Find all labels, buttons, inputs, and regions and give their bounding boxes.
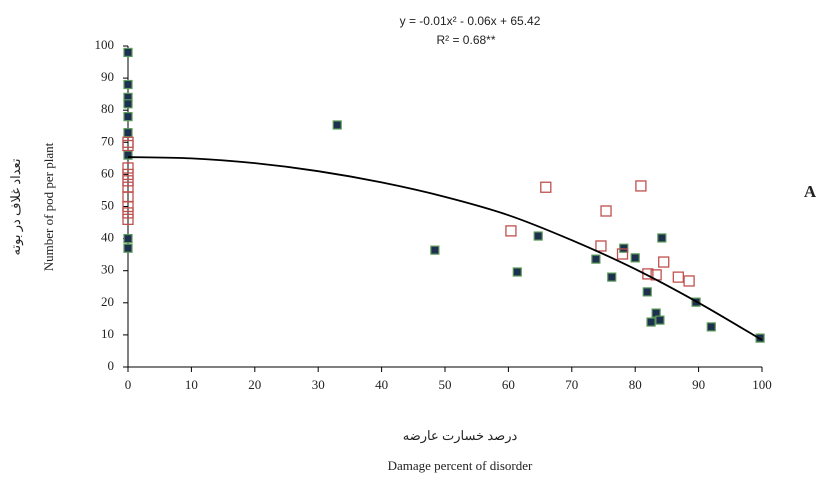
x-tick-label: 10 — [185, 377, 198, 392]
y-tick-label: 20 — [101, 294, 114, 309]
x-tick-label: 30 — [312, 377, 325, 392]
point — [533, 231, 543, 241]
point — [123, 79, 133, 90]
point — [122, 139, 134, 152]
point — [123, 112, 133, 122]
point — [123, 47, 133, 58]
y-tick-label: 10 — [101, 326, 114, 341]
x-tick-label: 0 — [125, 377, 132, 392]
point — [683, 275, 695, 287]
y-tick-label: 70 — [101, 133, 114, 148]
point — [672, 271, 684, 283]
point — [430, 245, 440, 255]
point — [595, 240, 607, 252]
equation: y = -0.01x² - 0.06x + 65.42 — [400, 14, 541, 28]
x-tick-label: 80 — [629, 377, 642, 392]
point — [122, 175, 134, 187]
y-tick-label: 60 — [101, 165, 114, 180]
x-tick-label: 60 — [502, 377, 515, 392]
x-tick-label: 70 — [565, 377, 578, 392]
point — [591, 254, 601, 264]
x-tick-label: 50 — [439, 377, 452, 392]
y-tick-label: 80 — [101, 101, 114, 116]
point — [123, 99, 133, 109]
x-axis-label: Damage percent of disorder — [388, 458, 533, 473]
point — [540, 181, 552, 193]
point — [635, 180, 647, 192]
point — [123, 128, 133, 138]
point — [122, 207, 134, 219]
y-tick-label: 40 — [101, 230, 114, 245]
point — [600, 205, 612, 217]
point — [657, 233, 667, 243]
x-tick-label: 100 — [752, 377, 772, 392]
y-tick-label: 90 — [101, 69, 114, 84]
point — [655, 315, 665, 325]
point — [706, 322, 716, 332]
point — [123, 234, 133, 244]
y-axis-label-fa: تعداد غلاف در بوته — [8, 158, 24, 255]
panel-label: A — [804, 182, 817, 201]
point — [642, 287, 652, 297]
point — [122, 162, 134, 174]
point — [122, 200, 134, 213]
y-tick-label: 100 — [95, 37, 115, 52]
point — [658, 256, 670, 268]
x-axis-label-fa: درصد خسارت عارضه — [403, 428, 518, 444]
y-axis-label: Number of pod per plant — [41, 142, 56, 271]
point — [505, 225, 517, 237]
y-tick-label: 0 — [108, 358, 115, 373]
y-tick-label: 50 — [101, 197, 114, 212]
point — [616, 248, 629, 260]
point — [332, 120, 342, 130]
point — [607, 272, 617, 282]
trendline — [127, 156, 763, 341]
x-tick-label: 90 — [692, 377, 705, 392]
x-tick-label: 40 — [375, 377, 388, 392]
point — [123, 243, 133, 253]
x-tick-label: 20 — [248, 377, 261, 392]
y-tick-label: 30 — [101, 262, 114, 277]
point — [122, 213, 134, 225]
point — [619, 243, 629, 253]
point — [646, 317, 656, 327]
r-squared: R² = 0.68** — [436, 33, 495, 47]
point — [122, 168, 134, 181]
point — [512, 267, 522, 277]
point — [630, 253, 640, 263]
